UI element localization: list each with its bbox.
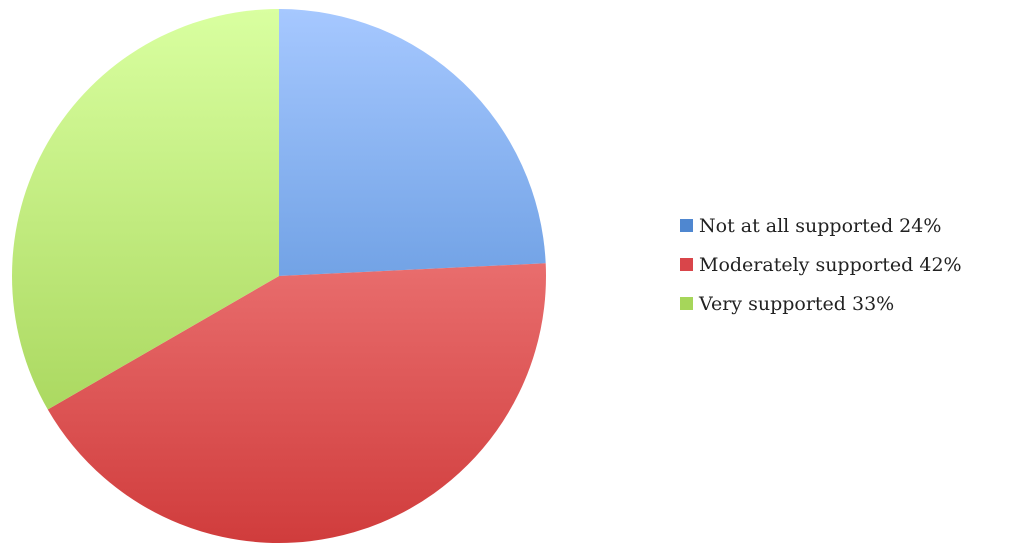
pie-slice-not-at-all-supported (279, 9, 546, 276)
legend-item-not-at-all-supported: Not at all supported 24% (680, 214, 962, 237)
legend-label-moderately-supported: Moderately supported 42% (699, 253, 962, 276)
legend-item-moderately-supported: Moderately supported 42% (680, 253, 962, 276)
pie-slice-moderately-supported (47, 263, 547, 543)
legend-swatch-moderately-supported (680, 258, 693, 271)
legend-swatch-very-supported (680, 297, 693, 310)
legend-swatch-not-at-all-supported (680, 219, 693, 232)
pie-slice-very-supported (12, 9, 280, 410)
chart-legend: Not at all supported 24% Moderately supp… (680, 214, 962, 333)
legend-item-very-supported: Very supported 33% (680, 292, 962, 315)
legend-label-not-at-all-supported: Not at all supported 24% (699, 214, 942, 237)
legend-label-very-supported: Very supported 33% (699, 292, 895, 315)
pie-slices (12, 9, 547, 543)
